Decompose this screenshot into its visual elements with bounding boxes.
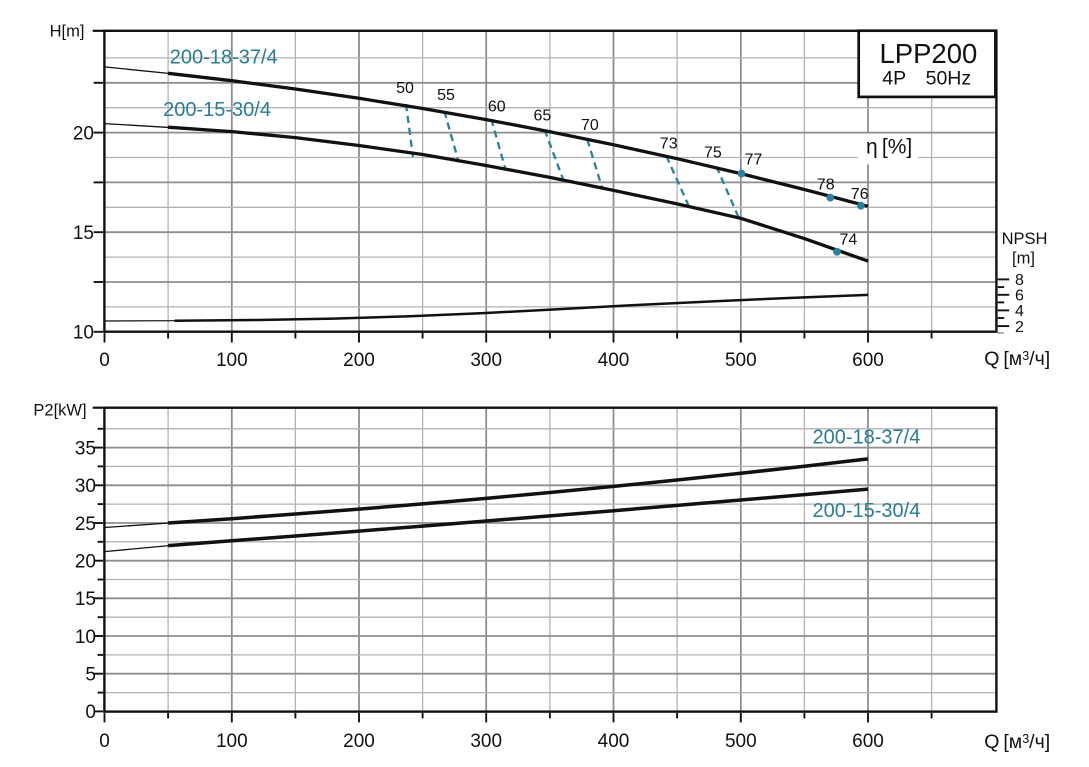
svg-text:20: 20 <box>75 552 96 573</box>
svg-text:6: 6 <box>1015 288 1024 305</box>
svg-text:75: 75 <box>704 145 722 162</box>
svg-text:100: 100 <box>216 350 248 371</box>
svg-text:20: 20 <box>73 123 94 144</box>
svg-text:74: 74 <box>840 232 858 249</box>
svg-text:15: 15 <box>75 589 96 610</box>
svg-text:H[m]: H[m] <box>50 23 85 41</box>
svg-text:5: 5 <box>85 665 96 686</box>
svg-text:15: 15 <box>73 223 94 244</box>
svg-text:30: 30 <box>75 476 96 497</box>
svg-text:4: 4 <box>1015 303 1024 320</box>
svg-text:78: 78 <box>817 177 835 194</box>
svg-text:10: 10 <box>75 627 96 648</box>
svg-text:400: 400 <box>598 350 630 371</box>
svg-text:600: 600 <box>852 350 884 371</box>
svg-text:10: 10 <box>73 323 94 344</box>
svg-text:77: 77 <box>745 152 763 169</box>
svg-text:0: 0 <box>85 702 96 723</box>
svg-text:55: 55 <box>437 87 455 104</box>
svg-text:4P 50Hz: 4P 50Hz <box>882 68 971 90</box>
svg-text:NPSH: NPSH <box>1002 230 1048 248</box>
svg-text:300: 300 <box>470 350 502 371</box>
svg-text:0: 0 <box>99 731 110 752</box>
svg-text:65: 65 <box>534 108 552 125</box>
svg-text:200-15-30/4: 200-15-30/4 <box>163 99 271 121</box>
svg-text:60: 60 <box>488 99 506 116</box>
svg-text:500: 500 <box>725 350 757 371</box>
svg-text:35: 35 <box>75 438 96 459</box>
svg-text:500: 500 <box>725 731 757 752</box>
svg-text:0: 0 <box>99 350 110 371</box>
svg-text:200-15-30/4: 200-15-30/4 <box>813 500 921 522</box>
svg-text:200: 200 <box>343 350 375 371</box>
svg-text:8: 8 <box>1015 272 1024 289</box>
svg-text:200-18-37/4: 200-18-37/4 <box>170 46 278 68</box>
svg-text:400: 400 <box>598 731 630 752</box>
svg-text:300: 300 <box>470 731 502 752</box>
svg-text:2: 2 <box>1015 319 1024 336</box>
svg-text:LPP200: LPP200 <box>879 38 977 69</box>
svg-text:50: 50 <box>396 80 414 97</box>
svg-text:76: 76 <box>851 186 869 203</box>
svg-text:Q [м3/ч]: Q [м3/ч] <box>984 348 1050 370</box>
svg-text:200-18-37/4: 200-18-37/4 <box>813 427 921 449</box>
svg-text:200: 200 <box>343 731 375 752</box>
svg-text:600: 600 <box>852 731 884 752</box>
svg-text:100: 100 <box>216 731 248 752</box>
svg-text:Q [м3/ч]: Q [м3/ч] <box>984 731 1050 753</box>
svg-text:P2[kW]: P2[kW] <box>33 401 86 419</box>
svg-text:25: 25 <box>75 514 96 535</box>
svg-text:η [%]: η [%] <box>866 136 912 159</box>
svg-text:70: 70 <box>581 117 599 134</box>
svg-text:[m]: [m] <box>1012 250 1035 268</box>
svg-text:73: 73 <box>660 136 678 153</box>
